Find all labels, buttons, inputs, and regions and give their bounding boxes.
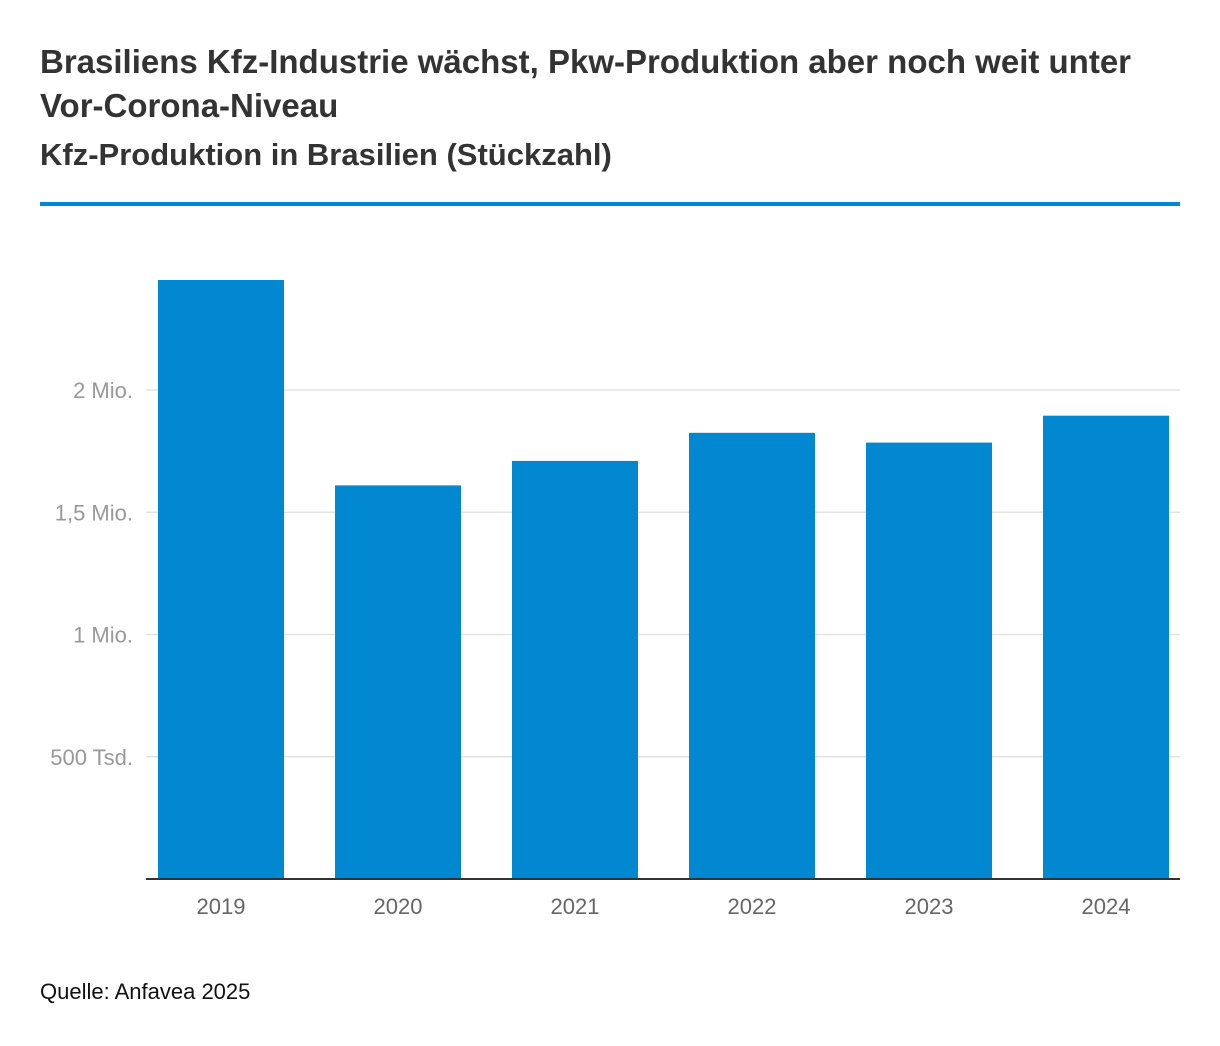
chart-title: Brasiliens Kfz-Industrie wächst, Pkw-Pro… bbox=[40, 43, 1132, 124]
bar-2020 bbox=[335, 485, 461, 879]
bar-2022 bbox=[689, 432, 815, 879]
x-tick-label: 2023 bbox=[905, 894, 954, 919]
header-rule bbox=[40, 202, 1180, 206]
y-tick-label: 500 Tsd. bbox=[50, 745, 133, 770]
x-tick-label: 2019 bbox=[197, 894, 246, 919]
y-tick-labels: 500 Tsd. 1 Mio. 1,5 Mio. 2 Mio. bbox=[50, 378, 133, 770]
x-tick-label: 2021 bbox=[551, 894, 600, 919]
source-note: Quelle: Anfavea 2025 bbox=[40, 979, 251, 1004]
gridlines bbox=[146, 389, 1180, 758]
y-tick-label: 1 Mio. bbox=[73, 623, 133, 648]
bars bbox=[158, 280, 1169, 879]
bar-2021 bbox=[512, 460, 638, 879]
x-tick-label: 2020 bbox=[374, 894, 423, 919]
chart-subtitle: Kfz-Produktion in Brasilien (Stückzahl) bbox=[40, 137, 612, 172]
x-tick-labels: 2019 2020 2021 2022 2023 2024 bbox=[197, 894, 1131, 919]
bar-2024 bbox=[1043, 415, 1169, 879]
bar-2019 bbox=[158, 280, 284, 879]
y-tick-label: 1,5 Mio. bbox=[55, 500, 133, 525]
x-tick-label: 2022 bbox=[728, 894, 777, 919]
bar-2023 bbox=[866, 442, 992, 879]
x-tick-label: 2024 bbox=[1082, 894, 1131, 919]
y-tick-label: 2 Mio. bbox=[73, 378, 133, 403]
